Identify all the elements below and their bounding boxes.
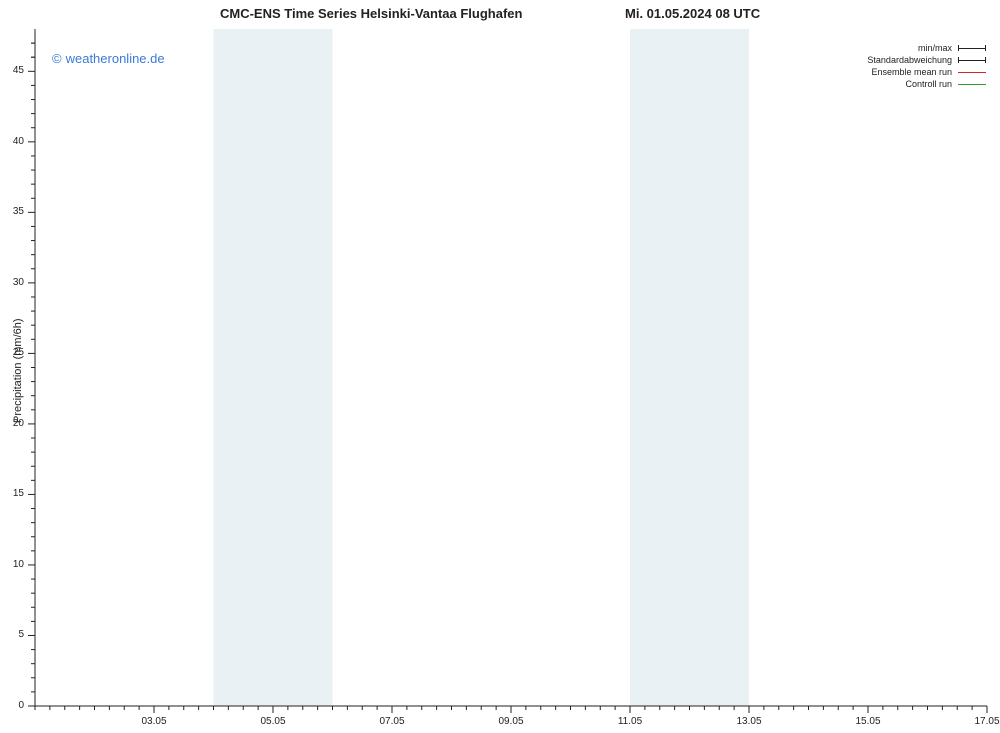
x-tick-label: 09.05 (498, 716, 523, 727)
y-tick-label: 5 (4, 629, 24, 640)
chart-title-left: CMC-ENS Time Series Helsinki-Vantaa Flug… (220, 6, 522, 21)
x-tick-label: 13.05 (736, 716, 761, 727)
y-tick-label: 15 (4, 488, 24, 499)
legend-item: Ensemble mean run (867, 66, 986, 78)
watermark: © weatheronline.de (52, 51, 165, 66)
legend-label: Controll run (905, 79, 952, 89)
legend-swatch (958, 48, 986, 49)
legend-label: min/max (918, 43, 952, 53)
x-tick-label: 03.05 (141, 716, 166, 727)
copyright-icon: © (52, 51, 62, 66)
chart-plot-svg (0, 0, 1000, 733)
legend-item: Standardabweichung (867, 54, 986, 66)
x-tick-label: 07.05 (379, 716, 404, 727)
y-tick-label: 40 (4, 136, 24, 147)
y-tick-label: 35 (4, 206, 24, 217)
legend-label: Ensemble mean run (871, 67, 952, 77)
y-tick-label: 25 (4, 347, 24, 358)
y-axis-label: Precipitation (mm/6h) (12, 318, 24, 423)
chart-title-right: Mi. 01.05.2024 08 UTC (625, 6, 760, 21)
legend-swatch (958, 72, 986, 73)
precipitation-chart: CMC-ENS Time Series Helsinki-Vantaa Flug… (0, 0, 1000, 733)
x-tick-label: 17.05 (974, 716, 999, 727)
y-tick-label: 10 (4, 559, 24, 570)
y-tick-label: 45 (4, 65, 24, 76)
x-tick-label: 11.05 (618, 716, 642, 727)
watermark-text: weatheronline.de (66, 51, 165, 66)
y-tick-label: 20 (4, 418, 24, 429)
legend-item: Controll run (867, 78, 986, 90)
y-tick-label: 30 (4, 277, 24, 288)
x-tick-label: 05.05 (260, 716, 285, 727)
legend-label: Standardabweichung (867, 55, 952, 65)
chart-legend: min/max Standardabweichung Ensemble mean r… (867, 42, 986, 90)
x-tick-label: 15.05 (855, 716, 880, 727)
legend-item: min/max (867, 42, 986, 54)
y-tick-label: 0 (4, 700, 24, 711)
legend-swatch (958, 60, 986, 61)
legend-swatch (958, 84, 986, 85)
